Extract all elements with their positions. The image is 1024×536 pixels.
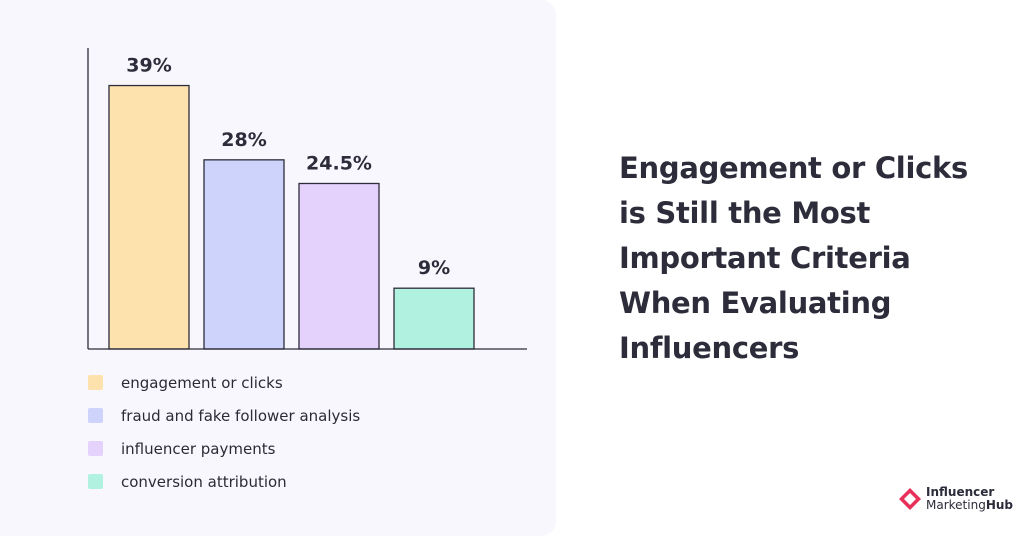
legend-label: fraud and fake follower analysis xyxy=(121,406,361,425)
legend-swatch xyxy=(88,474,103,489)
legend-item: fraud and fake follower analysis xyxy=(88,399,360,432)
headline: Engagement or Clicks is Still the Most I… xyxy=(619,151,968,365)
data-label: 28% xyxy=(221,129,266,151)
legend-label: engagement or clicks xyxy=(121,373,283,392)
legend-label: influencer payments xyxy=(121,439,276,458)
bar xyxy=(393,287,475,350)
legend-item: conversion attribution xyxy=(88,465,360,498)
legend-swatch xyxy=(88,408,103,423)
data-label: 9% xyxy=(418,257,450,279)
logo-hub: Hub xyxy=(985,498,1013,512)
bar-chart: 39% 28% 24.5% 9% xyxy=(87,48,527,350)
logo-diamond-icon xyxy=(899,488,921,510)
data-label: 24.5% xyxy=(306,152,372,174)
logo: Influencer MarketingHub xyxy=(898,486,1013,512)
bar xyxy=(203,159,285,350)
legend-swatch xyxy=(88,441,103,456)
bar xyxy=(108,84,190,350)
logo-text: Influencer MarketingHub xyxy=(926,486,1013,512)
logo-line1: Influencer xyxy=(926,485,995,499)
legend: engagement or clicks fraud and fake foll… xyxy=(88,366,360,498)
logo-marketing: Marketing xyxy=(926,498,986,512)
legend-item: engagement or clicks xyxy=(88,366,360,399)
data-label: 39% xyxy=(126,55,171,77)
bar xyxy=(298,182,380,350)
legend-item: influencer payments xyxy=(88,432,360,465)
chart-panel: 39% 28% 24.5% 9% engagement or clicks fraud… xyxy=(87,48,527,498)
logo-line2: MarketingHub xyxy=(926,499,1013,512)
legend-label: conversion attribution xyxy=(121,472,287,491)
legend-swatch xyxy=(88,375,103,390)
